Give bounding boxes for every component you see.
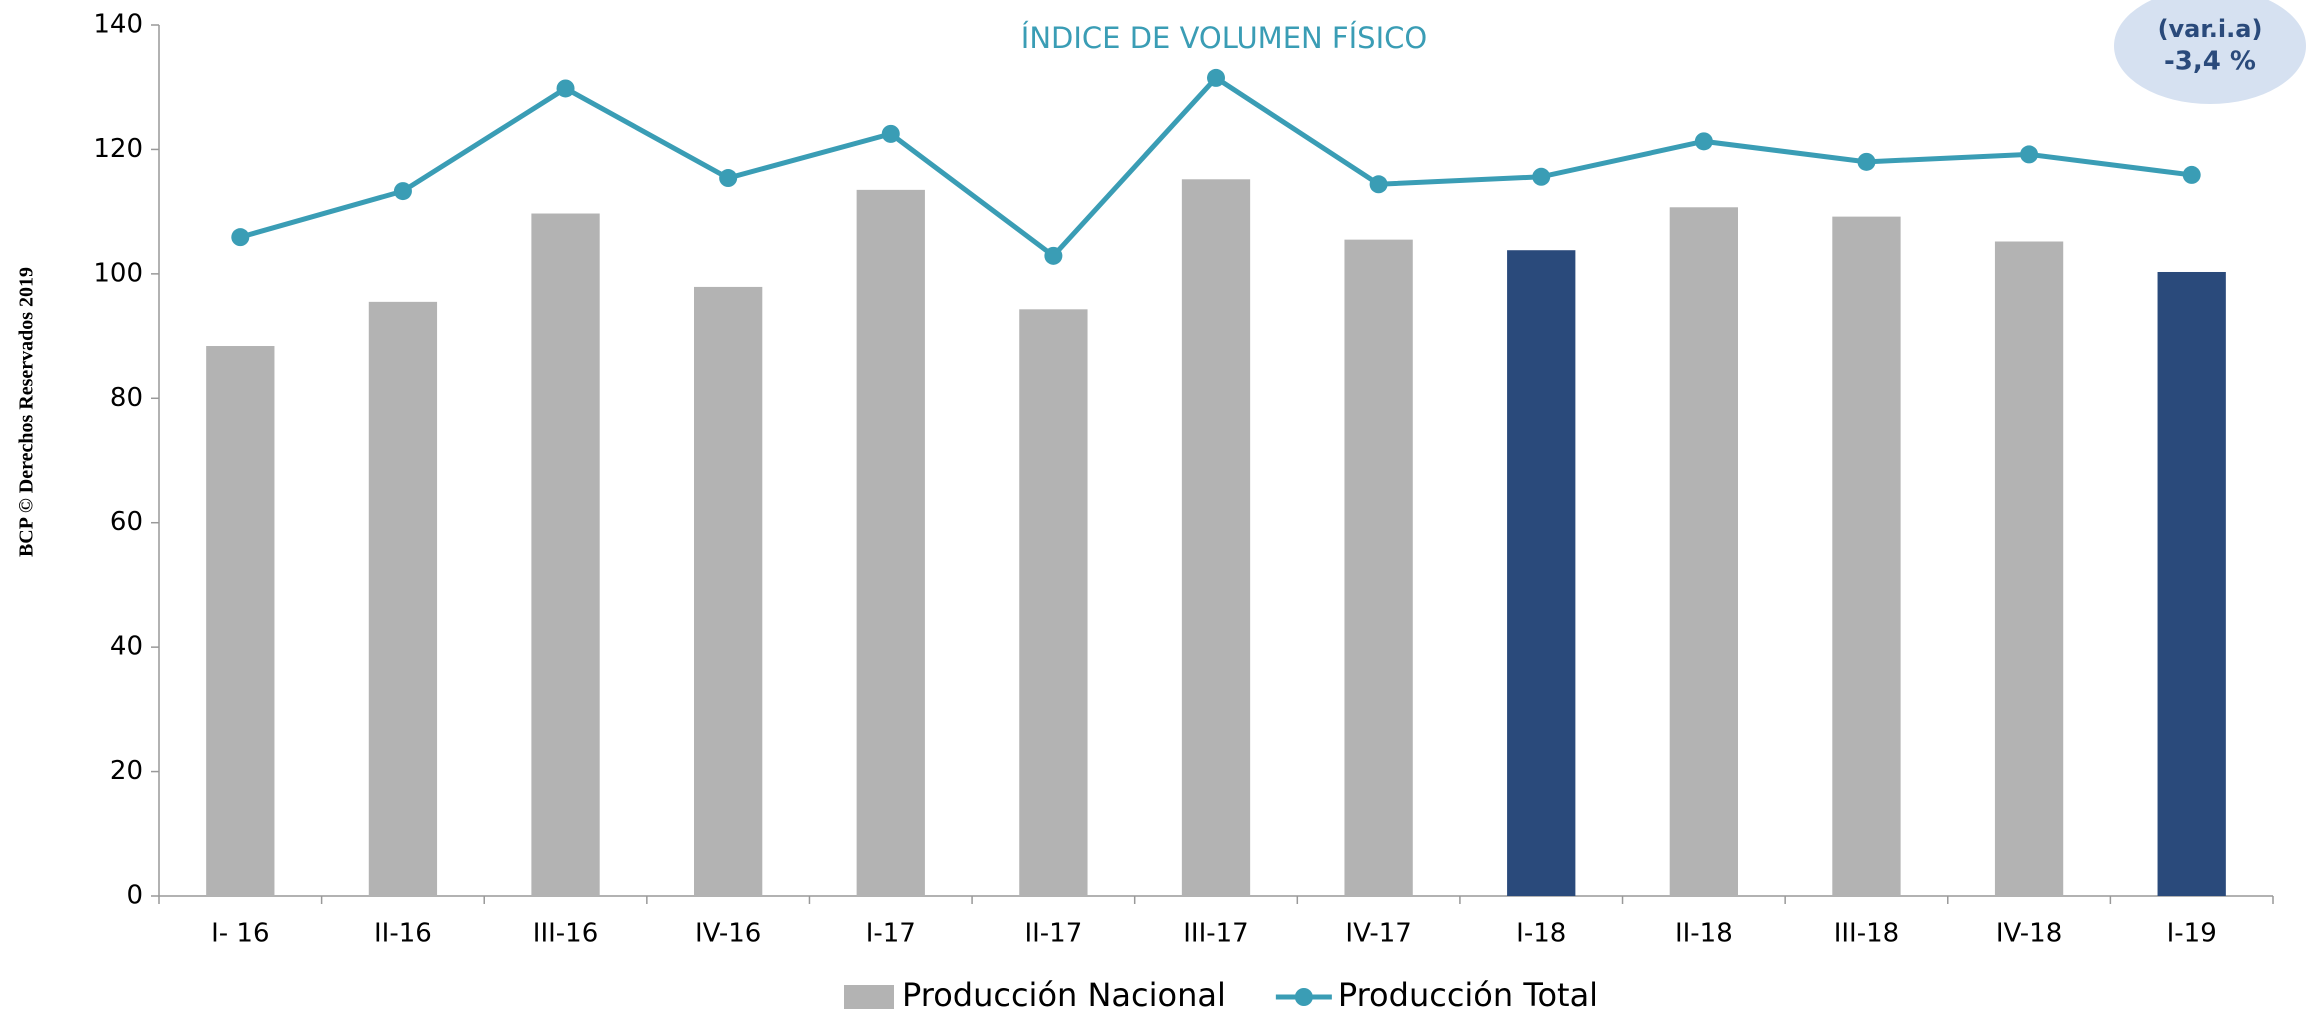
- legend-swatch: [1294, 988, 1313, 1006]
- line-point: [393, 182, 412, 201]
- bar: [1994, 241, 2064, 896]
- x-tick-label: III-17: [1183, 919, 1248, 949]
- bar: [1181, 179, 1251, 896]
- x-tick-label: I-18: [1516, 919, 1566, 949]
- line-point: [1369, 175, 1388, 194]
- x-tick-label: I-17: [866, 919, 916, 949]
- line-point: [881, 124, 900, 143]
- legend-label: Producción Nacional: [902, 976, 1226, 1013]
- x-tick-label: II-17: [1024, 919, 1082, 949]
- bar: [1669, 207, 1738, 897]
- x-tick-label: IV-16: [695, 919, 761, 949]
- line-point: [1694, 132, 1713, 151]
- bar: [1019, 309, 1088, 896]
- y-tick-label: 40: [110, 632, 143, 662]
- bar: [1344, 239, 1413, 896]
- bar: [206, 346, 275, 896]
- bar: [1832, 216, 1901, 896]
- x-tick-label: IV-18: [1996, 919, 2062, 949]
- line-point: [556, 79, 575, 98]
- bar: [1507, 250, 1576, 897]
- annotation-bubble: [2114, 0, 2306, 104]
- side-label: BCP © Derechos Reservados 2019: [16, 267, 38, 557]
- x-tick-label: I-19: [2167, 919, 2217, 949]
- x-tick-label: III-18: [1834, 919, 1899, 949]
- y-tick-label: 20: [110, 756, 143, 786]
- y-tick-label: 80: [110, 383, 143, 413]
- line-point: [1532, 167, 1551, 186]
- annotation-text: (var.i.a): [2158, 15, 2263, 43]
- y-tick-label: 140: [93, 10, 143, 40]
- line-point: [1044, 246, 1063, 265]
- line-point: [719, 169, 738, 188]
- bar: [694, 286, 763, 897]
- line-point: [2182, 165, 2201, 184]
- x-tick-label: I- 16: [211, 919, 269, 949]
- x-tick-label: II-18: [1675, 919, 1733, 949]
- y-tick-label: 0: [126, 881, 143, 911]
- line-point: [1207, 68, 1225, 87]
- x-tick-label: IV-17: [1345, 919, 1411, 949]
- bar: [2157, 271, 2226, 896]
- bar: [368, 301, 438, 896]
- line-point: [2020, 145, 2039, 164]
- x-tick-label: II-16: [374, 919, 432, 949]
- line-point: [1857, 152, 1876, 171]
- legend-swatch: [844, 985, 894, 1009]
- x-tick-label: III-16: [533, 919, 598, 949]
- chart-title: ÍNDICE DE VOLUMEN FÍSICO: [1021, 21, 1427, 55]
- legend-label: Producción Total: [1338, 976, 1598, 1013]
- annotation-text: -3,4 %: [2164, 47, 2256, 77]
- y-tick-label: 100: [93, 258, 143, 288]
- line-point: [231, 228, 250, 247]
- y-tick-label: 120: [93, 134, 143, 164]
- bar: [856, 189, 925, 896]
- bar: [531, 213, 600, 897]
- y-tick-label: 60: [110, 507, 143, 537]
